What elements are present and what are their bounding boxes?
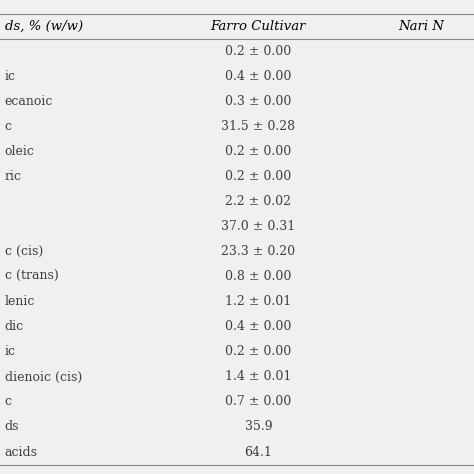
Text: c: c <box>5 395 12 409</box>
Text: 1.4 ± 0.01: 1.4 ± 0.01 <box>225 371 292 383</box>
Text: ric: ric <box>5 170 22 183</box>
Text: oleic: oleic <box>5 146 35 158</box>
Text: 31.5 ± 0.28: 31.5 ± 0.28 <box>221 120 295 133</box>
Text: Nari N: Nari N <box>398 20 444 33</box>
Text: 0.8 ± 0.00: 0.8 ± 0.00 <box>225 270 292 283</box>
Text: 0.2 ± 0.00: 0.2 ± 0.00 <box>225 146 292 158</box>
Text: 0.4 ± 0.00: 0.4 ± 0.00 <box>225 320 292 333</box>
Text: ds, % (w/w): ds, % (w/w) <box>5 20 83 33</box>
Text: 23.3 ± 0.20: 23.3 ± 0.20 <box>221 246 295 258</box>
Text: 2.2 ± 0.02: 2.2 ± 0.02 <box>225 195 292 209</box>
Text: lenic: lenic <box>5 295 35 309</box>
Text: 0.3 ± 0.00: 0.3 ± 0.00 <box>225 95 292 108</box>
Text: Farro Cultivar: Farro Cultivar <box>210 20 306 33</box>
Text: 37.0 ± 0.31: 37.0 ± 0.31 <box>221 220 295 233</box>
Text: ecanoic: ecanoic <box>5 95 53 108</box>
Text: ic: ic <box>5 346 16 358</box>
Text: c: c <box>5 120 12 133</box>
Text: dic: dic <box>5 320 24 333</box>
Text: ds: ds <box>5 420 19 434</box>
Text: acids: acids <box>5 446 38 458</box>
Text: 35.9: 35.9 <box>245 420 272 434</box>
Text: c (trans): c (trans) <box>5 270 58 283</box>
Text: dienoic (cis): dienoic (cis) <box>5 371 82 383</box>
Text: 1.2 ± 0.01: 1.2 ± 0.01 <box>225 295 292 309</box>
Text: 64.1: 64.1 <box>245 446 272 458</box>
Text: 0.4 ± 0.00: 0.4 ± 0.00 <box>225 70 292 83</box>
Text: 0.7 ± 0.00: 0.7 ± 0.00 <box>225 395 292 409</box>
Text: 0.2 ± 0.00: 0.2 ± 0.00 <box>225 170 292 183</box>
Text: ic: ic <box>5 70 16 83</box>
Text: 0.2 ± 0.00: 0.2 ± 0.00 <box>225 45 292 58</box>
Text: 0.2 ± 0.00: 0.2 ± 0.00 <box>225 346 292 358</box>
Text: c (cis): c (cis) <box>5 246 43 258</box>
